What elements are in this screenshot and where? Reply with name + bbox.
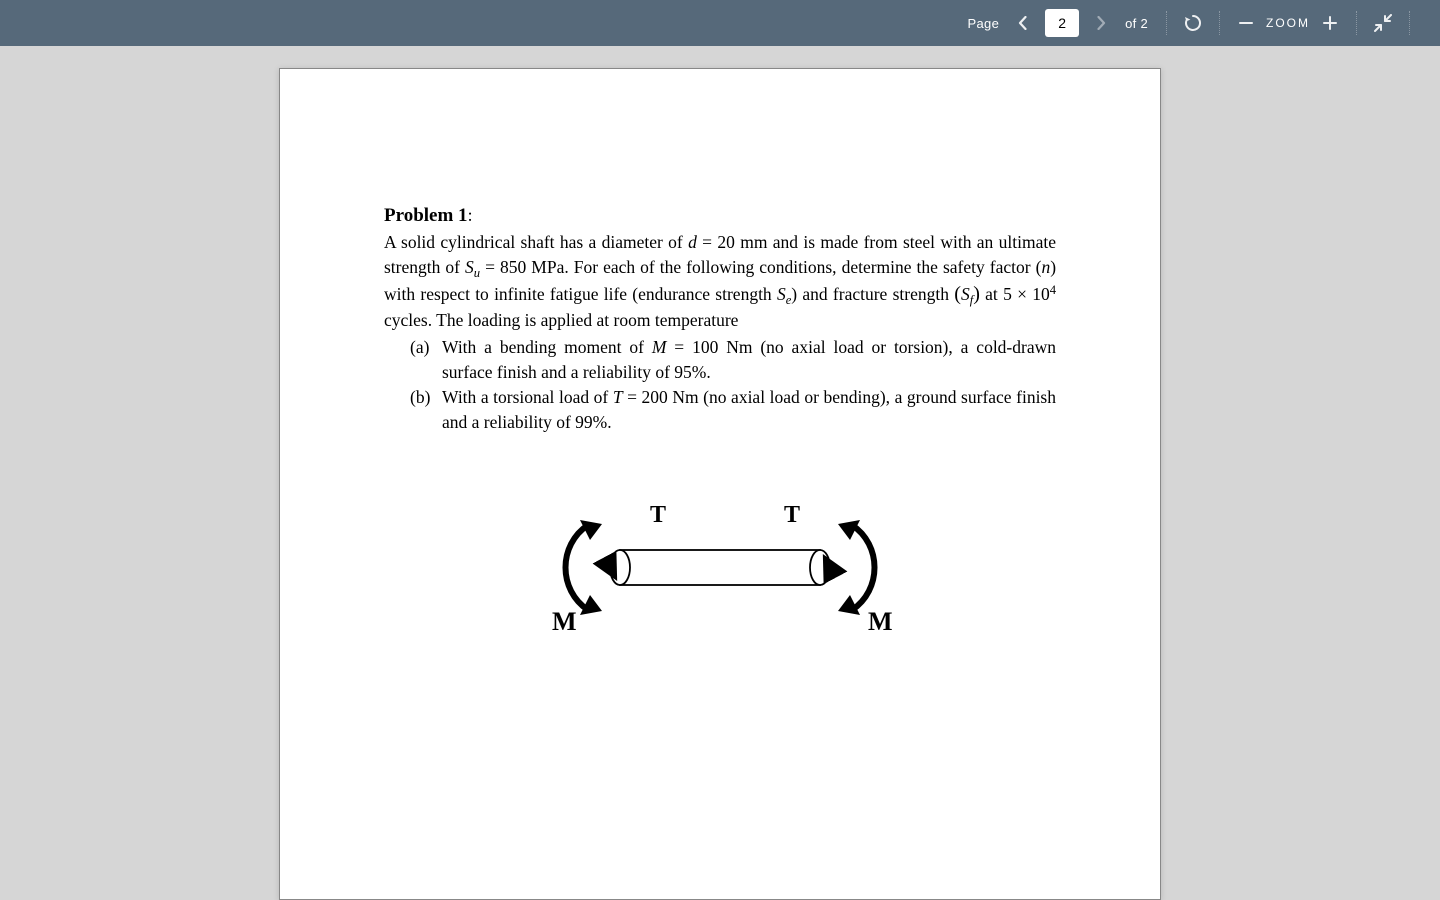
part-b-marker: (b): [410, 385, 430, 410]
prev-page-button[interactable]: [1007, 7, 1039, 39]
text: . For each of the following conditions, …: [564, 257, 1041, 277]
plus-icon: [1322, 15, 1338, 31]
fullscreen-exit-button[interactable]: [1367, 7, 1399, 39]
superscript-4: 4: [1050, 283, 1056, 297]
symbol-n: n: [1041, 257, 1050, 277]
toolbar-separator: [1219, 11, 1220, 35]
symbol-Se: S: [777, 284, 786, 304]
text: With a torsional load of: [442, 387, 613, 407]
toolbar-separator: [1356, 11, 1357, 35]
symbol-Su: S: [465, 257, 474, 277]
toolbar-separator: [1409, 11, 1410, 35]
document-viewport[interactable]: Problem 1: A solid cylindrical shaft has…: [0, 46, 1440, 900]
chevron-left-icon: [1017, 16, 1029, 30]
text: A solid cylindrical shaft has a diameter…: [384, 232, 688, 252]
symbol-T: T: [613, 387, 623, 407]
next-page-button[interactable]: [1085, 7, 1117, 39]
label-M-left: M: [552, 607, 577, 636]
zoom-out-button[interactable]: [1230, 7, 1262, 39]
zoom-label: ZOOM: [1266, 16, 1310, 30]
subscript-u: u: [474, 266, 480, 280]
label-T-right: T: [784, 502, 800, 528]
zoom-group: ZOOM: [1230, 7, 1346, 39]
text: With a bending moment of: [442, 337, 652, 357]
text: =: [697, 232, 718, 252]
subscript-e: e: [786, 293, 792, 307]
minus-icon: [1238, 15, 1254, 31]
symbol-Sf: S: [961, 284, 970, 304]
symbol-M: M: [652, 337, 667, 357]
text: at: [980, 284, 1003, 304]
subparts-list: (a) With a bending moment of M = 100 Nm …: [410, 335, 1056, 434]
subscript-f: f: [970, 293, 974, 307]
symbol-d: d: [688, 232, 697, 252]
pdf-toolbar: Page of 2 ZOOM: [0, 0, 1440, 46]
value: 850 MPa: [500, 257, 564, 277]
text: =: [480, 257, 500, 277]
problem-statement: Problem 1: A solid cylindrical shaft has…: [384, 203, 1056, 333]
text: ) and fracture strength: [791, 284, 954, 304]
zoom-in-button[interactable]: [1314, 7, 1346, 39]
part-a: (a) With a bending moment of M = 100 Nm …: [410, 335, 1056, 385]
page-label: Page: [968, 16, 1000, 31]
value: 20 mm: [717, 232, 767, 252]
chevron-right-icon: [1095, 16, 1107, 30]
text: (: [954, 283, 961, 305]
rotate-icon: [1183, 13, 1203, 33]
text: =: [623, 387, 642, 407]
page-nav-group: Page of 2: [960, 7, 1156, 39]
fullscreen-exit-icon: [1374, 14, 1392, 32]
document-page: Problem 1: A solid cylindrical shaft has…: [279, 68, 1161, 900]
text: =: [666, 337, 692, 357]
part-b: (b) With a torsional load of T = 200 Nm …: [410, 385, 1056, 435]
label-M-right: M: [868, 607, 893, 636]
text: ): [973, 283, 980, 305]
rotate-button[interactable]: [1177, 7, 1209, 39]
shaft-figure: T T M M: [384, 490, 1056, 640]
colon: :: [468, 205, 473, 225]
page-number-input[interactable]: [1045, 9, 1079, 37]
total-pages-label: of 2: [1125, 16, 1148, 31]
part-a-marker: (a): [410, 335, 429, 360]
toolbar-separator: [1166, 11, 1167, 35]
shaft-diagram-svg: T T M M: [540, 490, 900, 640]
label-T-left: T: [650, 502, 666, 528]
problem-heading: Problem 1: [384, 205, 468, 226]
value: 200 Nm: [642, 387, 699, 407]
value: 100 Nm: [692, 337, 752, 357]
document-content: Problem 1: A solid cylindrical shaft has…: [384, 203, 1056, 640]
text: cycles. The loading is applied at room t…: [384, 310, 738, 330]
value: 5 × 10: [1003, 284, 1050, 304]
